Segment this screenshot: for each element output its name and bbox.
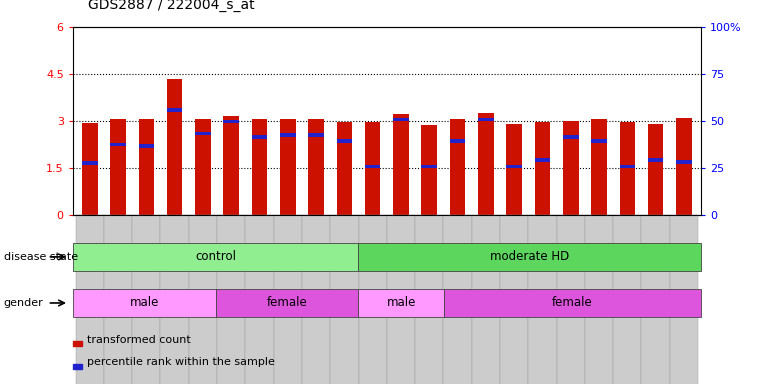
Bar xyxy=(224,116,239,215)
Bar xyxy=(444,289,701,317)
Bar xyxy=(535,158,550,162)
Bar xyxy=(478,113,493,215)
Bar xyxy=(648,124,663,215)
Bar xyxy=(472,215,500,384)
Bar xyxy=(421,165,437,168)
Bar xyxy=(252,119,267,215)
Bar xyxy=(133,215,161,384)
Bar xyxy=(195,119,211,215)
Bar xyxy=(393,114,409,215)
Bar xyxy=(358,215,387,384)
Bar xyxy=(273,215,302,384)
Bar xyxy=(195,132,211,136)
Bar xyxy=(139,144,154,148)
Bar xyxy=(620,122,635,215)
Bar xyxy=(336,139,352,143)
Text: female: female xyxy=(267,296,307,310)
Bar xyxy=(73,289,215,317)
Bar xyxy=(330,215,358,384)
Bar xyxy=(529,215,557,384)
Bar xyxy=(620,165,635,168)
Bar xyxy=(217,215,245,384)
Text: male: male xyxy=(129,296,159,310)
Bar xyxy=(167,108,182,112)
Bar xyxy=(393,118,409,121)
Text: control: control xyxy=(195,250,236,263)
Bar xyxy=(387,215,415,384)
Bar xyxy=(224,120,239,124)
Bar xyxy=(104,215,133,384)
Text: transformed count: transformed count xyxy=(87,335,190,345)
Bar xyxy=(139,119,154,215)
Bar xyxy=(648,158,663,162)
Bar xyxy=(110,142,126,146)
Bar xyxy=(444,215,472,384)
Bar xyxy=(478,118,493,121)
Text: male: male xyxy=(386,296,416,310)
Text: disease state: disease state xyxy=(4,252,78,262)
Bar xyxy=(450,119,465,215)
Bar xyxy=(557,215,585,384)
Bar xyxy=(252,135,267,139)
Bar xyxy=(188,215,217,384)
Bar xyxy=(76,215,104,384)
Bar xyxy=(308,119,324,215)
Text: GDS2887 / 222004_s_at: GDS2887 / 222004_s_at xyxy=(88,0,255,12)
Bar xyxy=(73,243,358,271)
Bar xyxy=(591,119,607,215)
Bar xyxy=(591,139,607,143)
Bar xyxy=(563,121,578,215)
Bar xyxy=(421,125,437,215)
Bar xyxy=(280,119,296,215)
Bar xyxy=(585,215,613,384)
Bar xyxy=(110,119,126,215)
Bar xyxy=(280,133,296,137)
Text: female: female xyxy=(552,296,593,310)
Bar xyxy=(365,165,381,168)
Bar xyxy=(641,215,669,384)
Bar xyxy=(506,124,522,215)
Bar xyxy=(215,289,358,317)
Text: gender: gender xyxy=(4,298,44,308)
Bar xyxy=(613,215,641,384)
Bar xyxy=(450,139,465,143)
Bar xyxy=(415,215,444,384)
Bar xyxy=(82,122,97,215)
Text: percentile rank within the sample: percentile rank within the sample xyxy=(87,358,274,367)
Bar xyxy=(676,160,692,164)
Bar xyxy=(167,79,182,215)
Bar xyxy=(563,135,578,139)
Bar xyxy=(365,122,381,215)
Bar xyxy=(358,243,701,271)
Text: moderate HD: moderate HD xyxy=(490,250,569,263)
Bar xyxy=(308,133,324,137)
Bar xyxy=(676,118,692,215)
Bar xyxy=(82,161,97,165)
Bar xyxy=(336,122,352,215)
Bar xyxy=(535,122,550,215)
Bar xyxy=(245,215,273,384)
Bar xyxy=(161,215,188,384)
Bar xyxy=(500,215,529,384)
Bar xyxy=(358,289,444,317)
Bar xyxy=(506,165,522,168)
Bar xyxy=(302,215,330,384)
Bar xyxy=(669,215,698,384)
